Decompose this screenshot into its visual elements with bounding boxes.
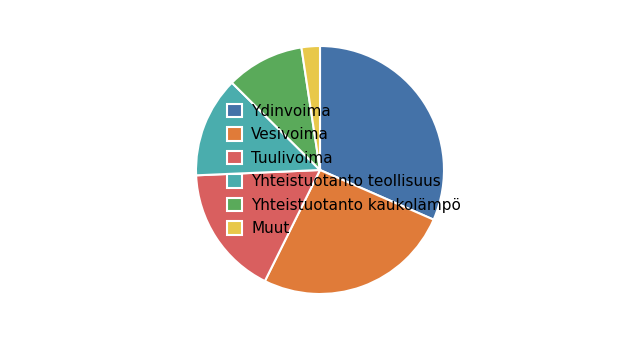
Wedge shape xyxy=(232,47,320,170)
Wedge shape xyxy=(320,46,444,220)
Legend: Ydinvoima, Vesivoima, Tuulivoima, Yhteistuotanto teollisuus, Yhteistuotanto kauk: Ydinvoima, Vesivoima, Tuulivoima, Yhteis… xyxy=(221,98,467,242)
Wedge shape xyxy=(196,83,320,175)
Wedge shape xyxy=(301,46,320,170)
Wedge shape xyxy=(196,170,320,281)
Wedge shape xyxy=(265,170,434,294)
